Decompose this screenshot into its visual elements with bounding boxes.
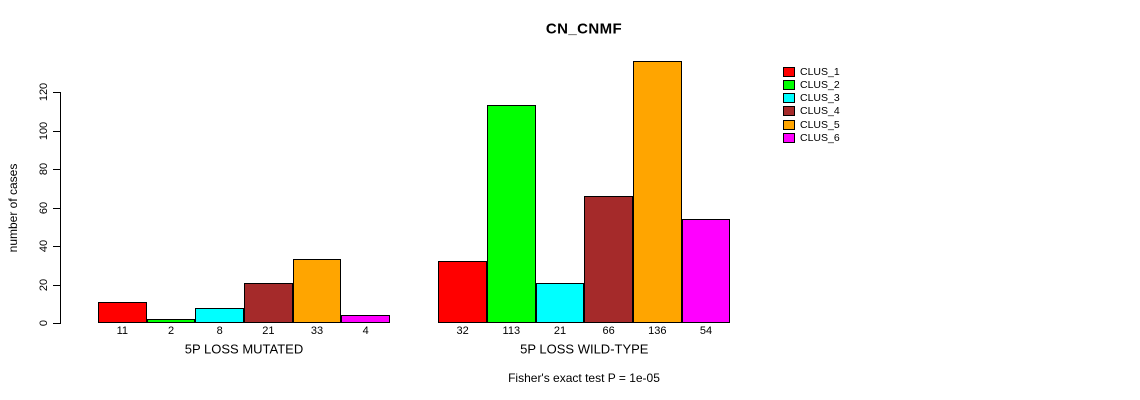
bar-value-label: 21 <box>553 324 567 337</box>
legend-swatch-clus_5 <box>783 119 795 130</box>
bar-clus_5 <box>632 61 682 323</box>
legend-label: CLUS_3 <box>800 92 840 105</box>
footnote-text: Fisher's exact test P = 1e-05 <box>508 371 660 385</box>
bar-value-label: 4 <box>362 324 369 337</box>
y-axis-tick <box>53 246 60 247</box>
x-group-label: 5P LOSS MUTATED <box>184 341 304 357</box>
bar-clus_3 <box>195 307 244 323</box>
y-axis-tick <box>53 207 60 209</box>
legend-label: CLUS_2 <box>800 78 840 91</box>
y-axis-tick <box>53 92 60 93</box>
y-axis-tick-label: 120 <box>38 82 50 102</box>
legend-swatch-clus_4 <box>783 106 795 117</box>
legend-label: CLUS_5 <box>800 118 840 131</box>
bar-clus_4 <box>244 282 293 323</box>
bar-clus_1 <box>438 261 487 323</box>
x-group-label: 5P LOSS WILD-TYPE <box>520 341 649 357</box>
legend-label: CLUS_4 <box>800 105 840 118</box>
bar-clus_5 <box>292 259 342 323</box>
legend-swatch-clus_3 <box>783 93 795 104</box>
bar-clus_1 <box>98 301 147 323</box>
bar-value-label: 11 <box>116 324 129 337</box>
bar-value-label: 136 <box>648 324 667 337</box>
bar-value-label: 33 <box>310 324 324 337</box>
legend-label: CLUS_6 <box>800 132 840 144</box>
chart-title: CN_CNMF <box>545 20 623 38</box>
y-axis-line <box>60 92 61 324</box>
bar-clus_2 <box>486 105 536 323</box>
y-axis-tick <box>53 323 60 324</box>
bar-value-label: 66 <box>602 324 615 337</box>
bar-clus_6 <box>341 315 390 323</box>
y-axis-tick-label: 40 <box>38 239 50 253</box>
bar-value-label: 113 <box>502 324 521 337</box>
y-axis-tick <box>53 130 60 132</box>
y-axis-tick-label: 20 <box>38 278 50 291</box>
bar-value-label: 54 <box>699 324 713 337</box>
bar-value-label: 21 <box>262 324 275 337</box>
legend-swatch-clus_1 <box>783 66 795 77</box>
y-axis-tick <box>53 284 60 286</box>
legend-swatch-clus_6 <box>783 133 795 143</box>
bar-clus_6 <box>681 219 731 323</box>
y-axis-tick <box>53 169 60 170</box>
legend-label: CLUS_1 <box>800 65 840 78</box>
bar-value-label: 8 <box>216 324 223 337</box>
y-axis-label: number of cases <box>6 163 20 253</box>
bar-value-label: 32 <box>456 324 469 337</box>
y-axis-tick-label: 0 <box>38 319 50 327</box>
y-axis-tick-label: 80 <box>38 162 50 176</box>
y-axis-tick-label: 60 <box>38 201 50 214</box>
bar-clus_3 <box>535 282 585 323</box>
bar-value-label: 2 <box>167 324 175 337</box>
bar-clus_2 <box>146 319 196 323</box>
legend-swatch-clus_2 <box>783 79 795 90</box>
bar-clus_4 <box>584 195 633 323</box>
y-axis-tick-label: 100 <box>38 121 50 140</box>
